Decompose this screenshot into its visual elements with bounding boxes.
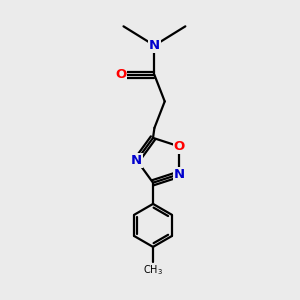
Text: N: N (149, 39, 160, 52)
Text: O: O (115, 68, 126, 81)
Text: CH$_3$: CH$_3$ (143, 263, 163, 277)
Text: N: N (174, 168, 185, 181)
Text: N: N (131, 154, 142, 167)
Text: O: O (174, 140, 185, 153)
